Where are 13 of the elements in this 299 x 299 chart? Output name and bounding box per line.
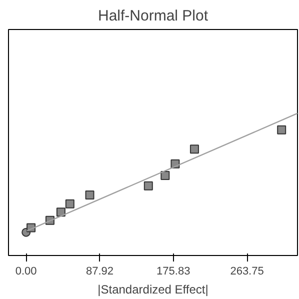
x-tick-label: 0.00 [15,266,37,278]
x-tick-label: 263.75 [230,266,264,278]
x-tick-label: 87.92 [86,266,114,278]
point [56,208,66,217]
point [190,144,199,154]
x-axis-title: |Standardized Effect| [98,282,208,296]
point [160,170,170,180]
x-tick-label: 175.83 [156,266,190,278]
point [65,199,74,208]
point [85,190,94,200]
point [144,181,153,190]
point [277,125,286,134]
chart-title: Half-Normal Plot [98,8,209,24]
